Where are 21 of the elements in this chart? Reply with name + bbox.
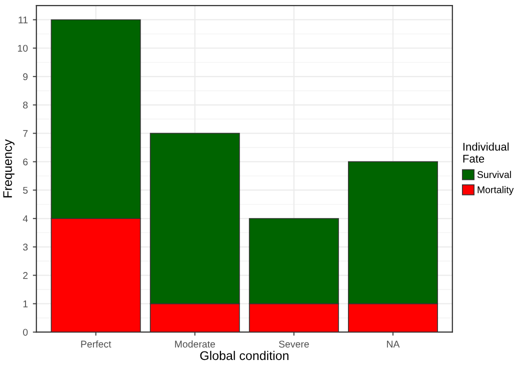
y-tick-label: 8 — [23, 102, 28, 109]
x-tick-label: Severe — [278, 340, 309, 348]
x-tick-label: Perfect — [81, 340, 112, 348]
y-tick-label: 7 — [23, 130, 28, 137]
x-tick-label: Moderate — [175, 340, 215, 348]
y-tick-label: 11 — [18, 16, 28, 24]
y-tick-label: 4 — [22, 215, 28, 222]
y-tick-label: 6 — [23, 158, 28, 166]
y-tick-label: 5 — [23, 186, 28, 194]
legend-label: Survival — [477, 170, 511, 178]
x-axis-title: Global condition — [200, 350, 288, 360]
x-tick-label: NA — [387, 340, 400, 348]
y-tick-label: 9 — [23, 73, 28, 80]
y-tick-label: 3 — [23, 244, 28, 251]
legend-label: Mortality — [478, 186, 514, 196]
y-tick-label: 10 — [18, 44, 28, 52]
legend-title: Individual Fate — [463, 142, 509, 163]
y-tick-label: 2 — [23, 272, 28, 279]
y-tick-label: 0 — [23, 328, 28, 336]
y-tick-label: 1 — [23, 300, 28, 308]
y-axis-title: Frequency — [3, 139, 14, 198]
